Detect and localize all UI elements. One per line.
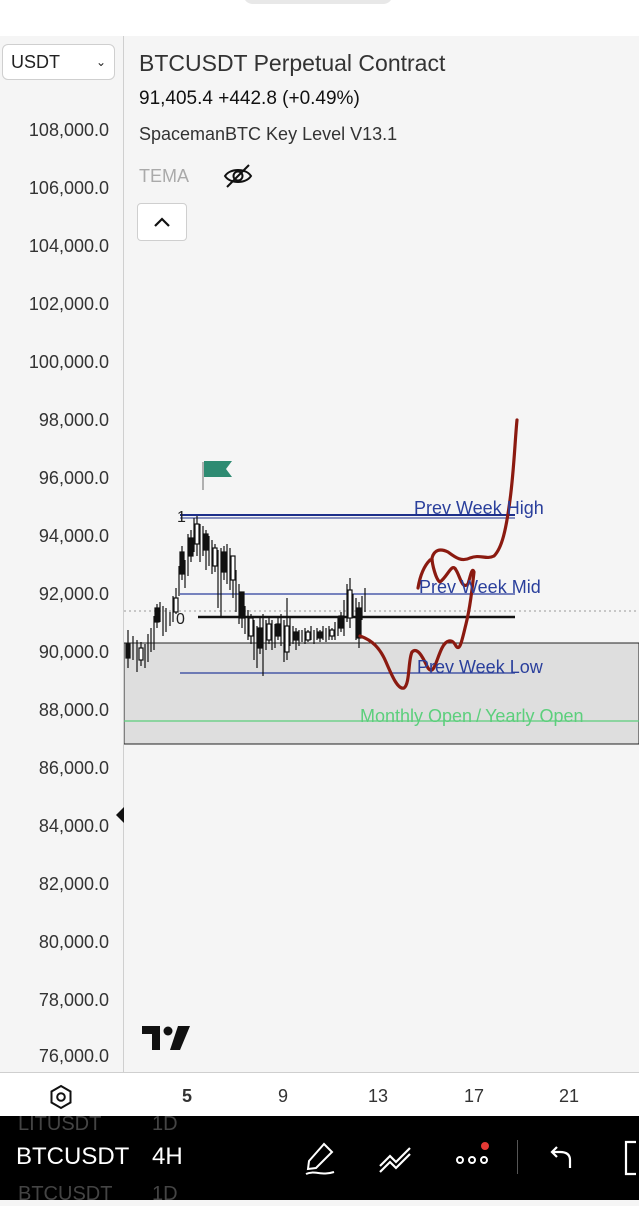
monthly-open-label: Monthly Open / Yearly Open — [360, 706, 583, 726]
yearly-open-text: Yearly Open — [485, 706, 583, 726]
y-tick-label: 94,000.0 — [38, 526, 109, 546]
hand-drawn-projection — [358, 418, 519, 690]
monthly-open-text: Monthly Open — [360, 706, 472, 726]
x-tick-label: 13 — [367, 1086, 389, 1106]
chart-settings-icon[interactable] — [48, 1084, 74, 1110]
collapse-legend-button[interactable] — [137, 203, 187, 241]
fib-level-zero-label: 0 — [176, 611, 185, 628]
picker-prev-timeframe[interactable]: 1D — [152, 1113, 178, 1135]
status-bar — [0, 0, 639, 36]
toolbar-divider — [517, 1140, 518, 1174]
tema-indicator-label[interactable]: TEMA — [139, 166, 190, 186]
device-notch — [243, 0, 393, 4]
y-tick-label: 92,000.0 — [38, 584, 109, 604]
trendline-tool-icon[interactable] — [376, 1138, 416, 1178]
fib-level-one-label: 1 — [177, 509, 186, 526]
y-tick-label: 106,000.0 — [28, 178, 109, 198]
pen-draw-icon[interactable] — [300, 1138, 340, 1178]
price-axis-panel — [0, 36, 123, 1116]
chevron-down-icon: ⌄ — [95, 55, 106, 69]
y-tick-label: 78,000.0 — [38, 990, 109, 1010]
y-tick-label: 76,000.0 — [38, 1046, 109, 1066]
y-tick-label: 100,000.0 — [28, 352, 109, 372]
y-tick-label: 86,000.0 — [38, 758, 109, 778]
y-tick-label: 80,000.0 — [38, 932, 109, 952]
picker-prev-symbol[interactable]: LITUSDT — [18, 1113, 102, 1135]
chart-canvas[interactable]: 1 0 Prev Week High Prev Week Mid Prev We… — [124, 36, 639, 1072]
symbol-selector[interactable]: BTCUSDT — [16, 1143, 130, 1170]
level-separator: / — [476, 706, 481, 726]
picker-next-timeframe[interactable]: 1D — [152, 1183, 178, 1205]
candlestick-series — [125, 516, 366, 676]
bottom-toolbar — [0, 1116, 639, 1200]
chevron-up-icon — [154, 217, 170, 227]
x-tick-label: 9 — [277, 1086, 289, 1106]
chart-title: BTCUSDT Perpetual Contract — [139, 50, 446, 76]
y-tick-label: 104,000.0 — [28, 236, 109, 256]
eye-hidden-icon[interactable] — [222, 162, 254, 190]
y-tick-label: 88,000.0 — [38, 700, 109, 720]
axis-divider — [123, 36, 124, 1116]
prev-week-high-label: Prev Week High — [414, 498, 544, 518]
timeframe-selector[interactable]: 4H — [152, 1143, 183, 1170]
axis-pointer-marker-lower — [116, 807, 124, 823]
price-change-readout: 91,405.4 +442.8 (+0.49%) — [139, 88, 360, 109]
picker-next-symbol[interactable]: BTCUSDT — [18, 1183, 113, 1205]
tradingview-logo — [142, 1026, 190, 1050]
y-tick-label: 108,000.0 — [28, 120, 109, 140]
x-tick-label: 17 — [463, 1086, 485, 1106]
y-tick-label: 84,000.0 — [38, 816, 109, 836]
prev-week-mid-label: Prev Week Mid — [419, 577, 541, 597]
prev-week-low-label: Prev Week Low — [417, 657, 544, 677]
more-options-icon[interactable] — [452, 1138, 492, 1178]
flag-icon[interactable] — [204, 461, 232, 477]
fullscreen-icon[interactable] — [612, 1138, 639, 1178]
y-tick-label: 98,000.0 — [38, 410, 109, 430]
indicator-name[interactable]: SpacemanBTC Key Level V13.1 — [139, 124, 398, 144]
y-tick-label: 82,000.0 — [38, 874, 109, 894]
time-axis — [0, 1072, 639, 1116]
undo-icon[interactable] — [542, 1138, 582, 1178]
currency-select[interactable]: USDT ⌄ — [2, 44, 115, 80]
y-tick-label: 96,000.0 — [38, 468, 109, 488]
x-tick-label: 21 — [558, 1086, 580, 1106]
y-tick-label: 90,000.0 — [38, 642, 109, 662]
key-level-range-box — [124, 642, 639, 745]
currency-select-value: USDT — [11, 51, 60, 72]
x-tick-label: 5 — [181, 1086, 193, 1106]
y-tick-label: 102,000.0 — [28, 294, 109, 314]
